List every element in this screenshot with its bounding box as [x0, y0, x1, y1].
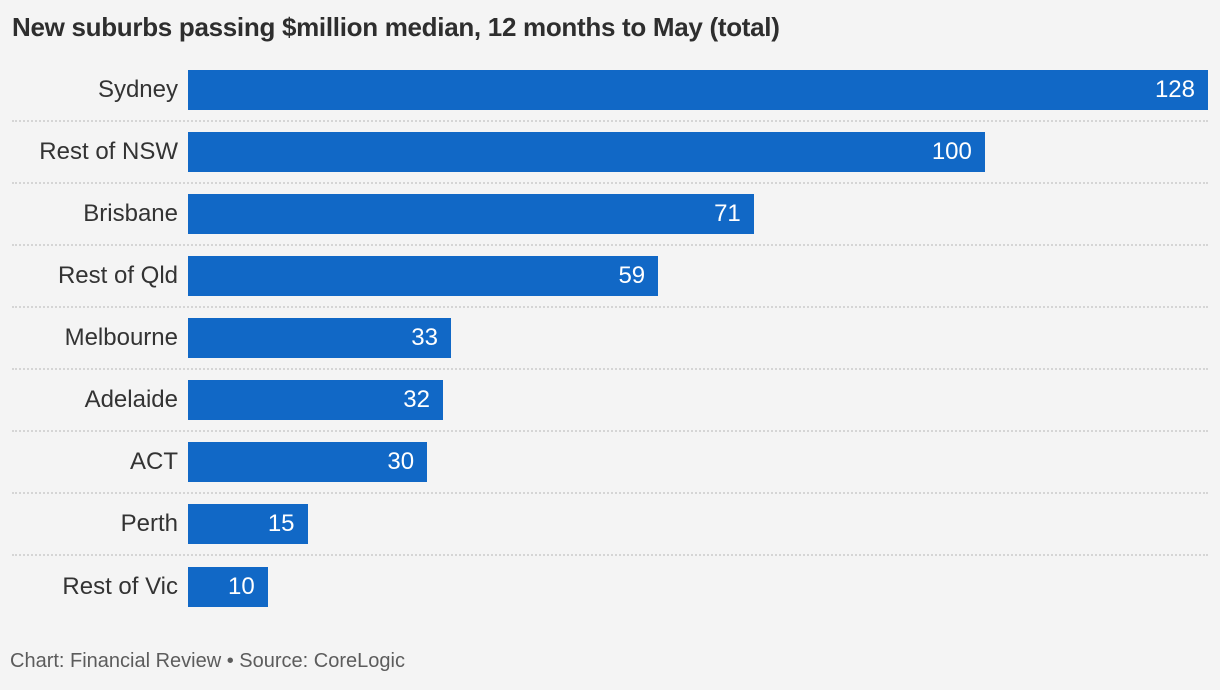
category-label: Adelaide [84, 386, 178, 413]
bar-row: Sydney 128 [12, 60, 1208, 122]
bar: 33 [188, 318, 451, 358]
bar-track: 128 [188, 70, 1208, 110]
bar-value-label: 100 [931, 138, 972, 165]
bar-track: 10 [188, 567, 1208, 607]
bar-track: 33 [188, 318, 1208, 358]
bar-value-label: 32 [403, 386, 430, 413]
bar-row: Rest of Qld 59 [12, 246, 1208, 308]
category-label: Melbourne [64, 324, 178, 351]
bar-value-label: 71 [714, 200, 741, 227]
category-label: Rest of NSW [39, 138, 178, 165]
bar-rows: Sydney 128 Rest of NSW 100 Brisbane 71 Rest of… [12, 60, 1208, 618]
bar-value-label: 15 [267, 510, 295, 537]
category-label: Perth [120, 510, 178, 537]
category-label: Sydney [97, 76, 178, 103]
bar-row: Melbourne 33 [12, 308, 1208, 370]
bar-row: Rest of NSW 100 [12, 122, 1208, 184]
bar-track: 30 [188, 442, 1208, 482]
chart-source-caption: Chart: Financial Review • Source: CoreLo… [10, 650, 405, 672]
bar-row: Brisbane 71 [12, 184, 1208, 246]
bar: 100 [188, 132, 985, 172]
bar: 32 [188, 380, 443, 420]
bar-row: Perth 15 [12, 494, 1208, 556]
bar-track: 71 [188, 194, 1208, 234]
bar-value-label: 59 [618, 262, 646, 289]
bar-row: Rest of Vic 10 [12, 556, 1208, 618]
category-label: ACT [130, 448, 178, 475]
bar-value-label: 33 [411, 324, 438, 351]
bar-track: 32 [188, 380, 1208, 420]
bar-track: 59 [188, 256, 1208, 296]
bar-row: Adelaide 32 [12, 370, 1208, 432]
bar-row: ACT 30 [12, 432, 1208, 494]
bar: 10 [188, 567, 268, 607]
category-label: Brisbane [83, 200, 178, 227]
bar: 71 [188, 194, 754, 234]
bar-value-label: 30 [387, 448, 415, 475]
chart-title: New suburbs passing $million median, 12 … [12, 12, 780, 42]
bar-track: 100 [188, 132, 1208, 172]
bar-value-label: 10 [227, 573, 255, 600]
bar: 15 [188, 504, 308, 544]
bar: 59 [188, 256, 659, 296]
category-label: Rest of Qld [57, 262, 178, 289]
bar-value-label: 128 [1154, 76, 1195, 103]
bar: 128 [188, 70, 1208, 110]
bar-track: 15 [188, 504, 1208, 544]
bar: 30 [188, 442, 428, 482]
category-label: Rest of Vic [62, 573, 178, 600]
